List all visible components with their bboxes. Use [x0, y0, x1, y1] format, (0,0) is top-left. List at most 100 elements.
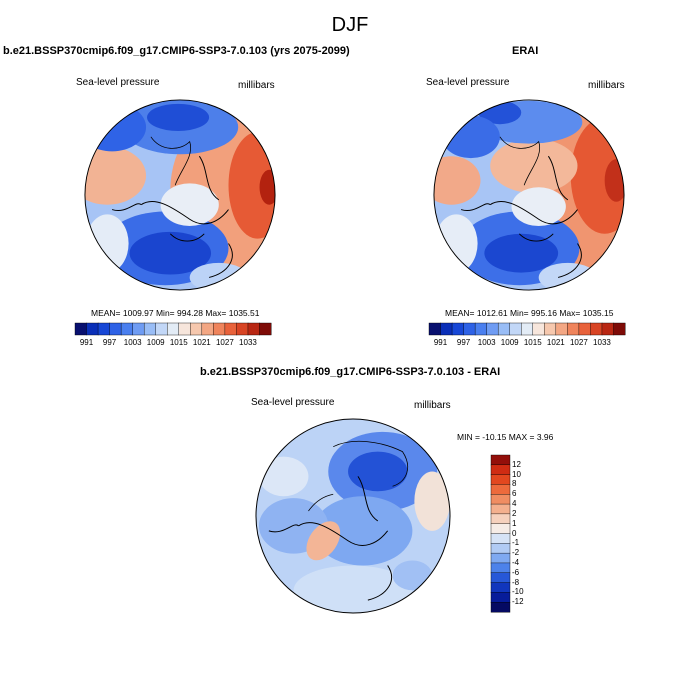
colorbar-swatch — [509, 322, 522, 336]
colorbar-swatch — [490, 592, 511, 603]
colorbar-swatch — [490, 533, 511, 544]
colorbar-tick-label: -2 — [512, 548, 520, 558]
colorbar-tick-label: 12 — [512, 459, 521, 469]
colorbar-tick-label: -8 — [512, 577, 520, 587]
colorbar-tick-label: 997 — [456, 338, 471, 347]
colorbar-swatch — [486, 322, 499, 336]
obs-units-label: millibars — [588, 80, 625, 91]
diff-variable-label: Sea-level pressure — [251, 397, 335, 408]
colorbar-swatch — [490, 503, 511, 515]
colorbar-swatch — [490, 523, 511, 535]
colorbar-swatch — [463, 322, 476, 336]
colorbar-tick-label: -4 — [512, 557, 520, 567]
colorbar-tick-label: 1015 — [523, 338, 542, 347]
colorbar-swatch — [490, 474, 511, 485]
colorbar-tick-label: 1009 — [500, 338, 519, 347]
colorbar-swatch — [259, 322, 272, 336]
colorbar-swatch — [190, 322, 203, 336]
colorbar-swatch — [474, 322, 488, 336]
colorbar-tick-label: 1021 — [546, 338, 565, 347]
colorbar-tick-label: -12 — [512, 597, 524, 607]
colorbar-swatch — [490, 562, 511, 574]
colorbar-swatch — [613, 322, 626, 336]
colorbar-swatch — [440, 322, 453, 336]
colorbar-tick-label: 4 — [512, 499, 517, 509]
model-stats: MEAN= 1009.97 Min= 994.28 Max= 1035.51 — [91, 308, 260, 318]
colorbar-swatch — [532, 322, 545, 336]
colorbar-swatch — [132, 322, 145, 336]
obs-colorbar — [428, 322, 626, 336]
colorbar-swatch — [167, 322, 180, 336]
diff-panel-title: b.e21.BSSP370cmip6.f09_g17.CMIP6-SSP3-7.… — [200, 366, 501, 378]
colorbar-swatch — [428, 322, 442, 336]
diff-units-label: millibars — [414, 400, 451, 411]
colorbar-tick-label: 1 — [512, 518, 517, 528]
colorbar-swatch — [490, 454, 511, 466]
obs-panel-title: ERAI — [512, 45, 539, 57]
colorbar-swatch — [490, 601, 511, 613]
colorbar-swatch — [213, 322, 226, 336]
colorbar-swatch — [236, 322, 249, 336]
model-units-label: millibars — [238, 80, 275, 91]
colorbar-tick-label: -6 — [512, 567, 520, 577]
diff-colorbar — [490, 454, 511, 613]
colorbar-swatch — [490, 464, 511, 476]
colorbar-swatch — [155, 322, 168, 336]
colorbar-swatch — [143, 322, 157, 336]
colorbar-tick-label: 1027 — [215, 338, 234, 347]
colorbar-tick-label: 991 — [433, 338, 448, 347]
model-colorbar — [74, 322, 272, 336]
colorbar-swatch — [74, 322, 88, 336]
obs-colorbar-labels: 991 997 1003 1009 1015 1021 1027 1033 — [429, 338, 625, 350]
colorbar-tick-label: 1027 — [569, 338, 588, 347]
colorbar-tick-label: 6 — [512, 489, 517, 499]
colorbar-swatch — [544, 322, 557, 336]
colorbar-swatch — [247, 322, 260, 336]
diff-polar-map — [255, 418, 451, 614]
colorbar-swatch — [490, 543, 511, 554]
colorbar-swatch — [578, 322, 591, 336]
colorbar-swatch — [590, 322, 603, 336]
diff-stats: MIN = -10.15 MAX = 3.96 — [457, 432, 554, 442]
colorbar-swatch — [555, 322, 568, 336]
colorbar-swatch — [490, 513, 511, 525]
model-panel-title: b.e21.BSSP370cmip6.f09_g17.CMIP6-SSP3-7.… — [3, 45, 350, 57]
colorbar-tick-label: 1033 — [239, 338, 257, 347]
colorbar-swatch — [521, 322, 534, 336]
colorbar-tick-label: 997 — [102, 338, 117, 347]
diff-colorbar-labels: 12 10 8 6 4 2 1 0 -1 -2 -4 -6 -8 -10 -12 — [512, 455, 542, 612]
obs-stats: MEAN= 1012.61 Min= 995.16 Max= 1035.15 — [445, 308, 614, 318]
model-colorbar-labels: 991 997 1003 1009 1015 1021 1027 1033 — [75, 338, 271, 350]
colorbar-swatch — [97, 322, 111, 336]
obs-polar-map — [433, 99, 625, 291]
colorbar-swatch — [490, 494, 511, 505]
colorbar-swatch — [490, 484, 511, 495]
colorbar-swatch — [490, 582, 511, 593]
colorbar-swatch — [201, 322, 214, 336]
colorbar-tick-label: 1033 — [593, 338, 611, 347]
colorbar-tick-label: 1003 — [123, 338, 142, 347]
colorbar-tick-label: 2 — [512, 508, 517, 518]
colorbar-swatch — [224, 322, 237, 336]
colorbar-tick-label: 8 — [512, 479, 517, 489]
colorbar-swatch — [178, 322, 191, 336]
colorbar-swatch — [109, 322, 122, 336]
colorbar-swatch — [497, 322, 511, 336]
colorbar-tick-label: 0 — [512, 528, 517, 538]
colorbar-tick-label: 1021 — [192, 338, 211, 347]
colorbar-swatch — [451, 322, 465, 336]
obs-variable-label: Sea-level pressure — [426, 77, 510, 88]
colorbar-tick-label: -1 — [512, 538, 520, 548]
colorbar-swatch — [120, 322, 134, 336]
colorbar-tick-label: -10 — [512, 587, 524, 597]
figure-title: DJF — [331, 14, 369, 36]
colorbar-tick-label: 991 — [79, 338, 94, 347]
colorbar-tick-label: 10 — [512, 469, 521, 479]
colorbar-swatch — [601, 322, 614, 336]
colorbar-swatch — [86, 322, 99, 336]
colorbar-swatch — [490, 552, 511, 564]
model-polar-map — [84, 99, 276, 291]
colorbar-swatch — [567, 322, 580, 336]
colorbar-tick-label: 1009 — [146, 338, 165, 347]
colorbar-tick-label: 1015 — [169, 338, 188, 347]
